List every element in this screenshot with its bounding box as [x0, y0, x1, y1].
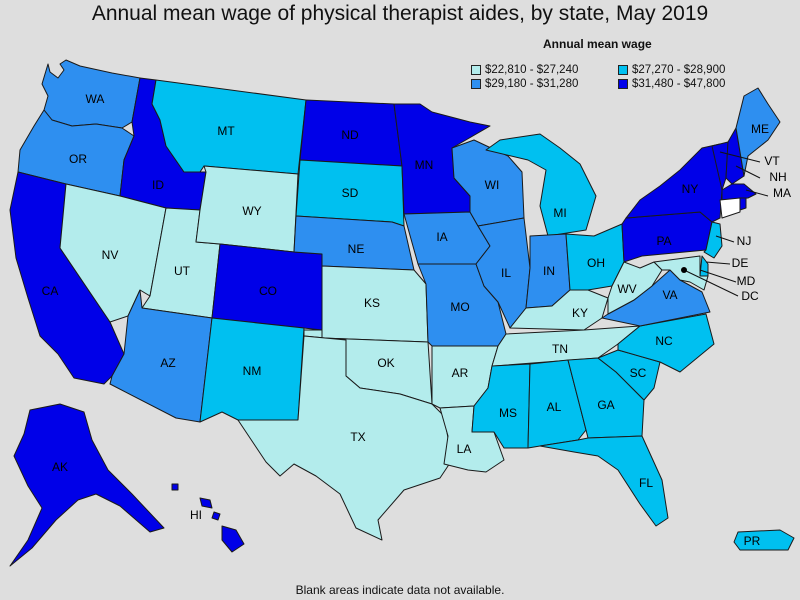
state-label-AL: AL — [547, 400, 562, 414]
state-label-MS: MS — [499, 406, 517, 420]
state-label-NM: NM — [243, 364, 262, 378]
leader-DC — [683, 269, 739, 297]
map-title: Annual mean wage of physical therapist a… — [91, 2, 709, 25]
state-label-FL: FL — [639, 476, 653, 490]
state-label-WA: WA — [86, 92, 105, 106]
state-label-CO: CO — [259, 284, 277, 298]
legend-title: Annual mean wage — [543, 37, 652, 51]
state-IL[interactable] — [475, 217, 531, 329]
state-MD[interactable] — [653, 255, 709, 291]
state-label-NY: NY — [682, 182, 699, 196]
legend-label-2: $27,270 - $28,900 — [632, 64, 726, 76]
state-label-UT: UT — [174, 264, 191, 278]
state-label-NC: NC — [655, 334, 673, 348]
state-label-IL: IL — [501, 266, 511, 280]
state-label-TX: TX — [350, 430, 365, 444]
state-label-ND: ND — [341, 128, 359, 142]
state-label-SC: SC — [630, 366, 647, 380]
state-label-AK: AK — [52, 460, 68, 474]
footnote: Blank areas indicate data not available. — [295, 583, 505, 597]
state-label-VA: VA — [662, 288, 677, 302]
legend-swatch-1 — [471, 65, 481, 75]
legend-item-3: $29,180 - $31,280 — [471, 78, 578, 90]
state-label-PR: PR — [744, 534, 761, 548]
state-label-MN: MN — [415, 158, 434, 172]
legend-item-1: $22,810 - $27,240 — [471, 64, 578, 76]
leader-DE — [705, 261, 731, 265]
leader-NJ — [715, 235, 735, 243]
state-label-CA: CA — [42, 284, 59, 298]
state-MI[interactable] — [485, 133, 597, 237]
state-HI[interactable] — [171, 483, 245, 553]
state-DE[interactable] — [699, 255, 709, 277]
state-label-MA: MA — [773, 186, 791, 200]
state-label-OR: OR — [69, 152, 87, 166]
state-NY[interactable] — [625, 143, 723, 223]
state-label-TN: TN — [552, 342, 568, 356]
state-label-NH: NH — [769, 170, 786, 184]
leader-MA — [745, 189, 769, 197]
state-label-LA: LA — [457, 442, 472, 456]
state-label-OH: OH — [587, 256, 605, 270]
state-label-WI: WI — [485, 178, 500, 192]
state-label-IA: IA — [436, 230, 447, 244]
state-ME[interactable] — [735, 87, 781, 177]
leader-NH — [735, 165, 761, 179]
state-label-MD: MD — [737, 274, 756, 288]
state-RI[interactable] — [739, 197, 747, 211]
state-label-VT: VT — [764, 154, 780, 168]
state-WY[interactable] — [195, 165, 299, 253]
state-TX[interactable] — [237, 335, 453, 541]
state-AK[interactable] — [9, 403, 165, 567]
legend-item-2: $27,270 - $28,900 — [618, 64, 725, 76]
state-label-HI: HI — [190, 508, 202, 522]
state-label-MT: MT — [217, 124, 235, 138]
state-label-MO: MO — [450, 300, 469, 314]
state-FL[interactable] — [539, 435, 669, 527]
state-label-SD: SD — [342, 186, 359, 200]
state-label-MI: MI — [553, 206, 566, 220]
state-label-WY: WY — [242, 204, 261, 218]
legend-label-3: $29,180 - $31,280 — [485, 78, 579, 90]
state-label-NJ: NJ — [737, 234, 752, 248]
state-PR[interactable] — [733, 529, 795, 551]
state-label-PA: PA — [656, 234, 671, 248]
state-label-AZ: AZ — [160, 356, 175, 370]
legend-swatch-3 — [471, 79, 481, 89]
state-label-WV: WV — [617, 282, 636, 296]
legend-label-4: $31,480 - $47,800 — [632, 78, 726, 90]
state-CT[interactable] — [719, 197, 741, 219]
legend-label-1: $22,810 - $27,240 — [485, 64, 579, 76]
leader-VT — [719, 151, 761, 163]
state-label-DE: DE — [732, 256, 749, 270]
state-label-KY: KY — [572, 306, 588, 320]
legend-swatch-2 — [618, 65, 628, 75]
leader-MD — [699, 269, 737, 283]
state-label-ME: ME — [751, 122, 769, 136]
state-label-NV: NV — [102, 248, 119, 262]
state-label-NE: NE — [348, 242, 365, 256]
state-label-GA: GA — [597, 398, 614, 412]
state-label-IN: IN — [543, 264, 555, 278]
state-label-ID: ID — [152, 178, 164, 192]
state-label-KS: KS — [364, 296, 380, 310]
state-label-OK: OK — [377, 356, 394, 370]
state-NJ[interactable] — [703, 221, 723, 259]
state-label-DC: DC — [741, 289, 759, 303]
legend-swatch-4 — [618, 79, 628, 89]
state-KY[interactable] — [509, 289, 609, 331]
dc-marker — [681, 267, 687, 273]
legend-item-4: $31,480 - $47,800 — [618, 78, 725, 90]
state-label-AR: AR — [452, 366, 469, 380]
state-WI[interactable] — [451, 139, 525, 227]
